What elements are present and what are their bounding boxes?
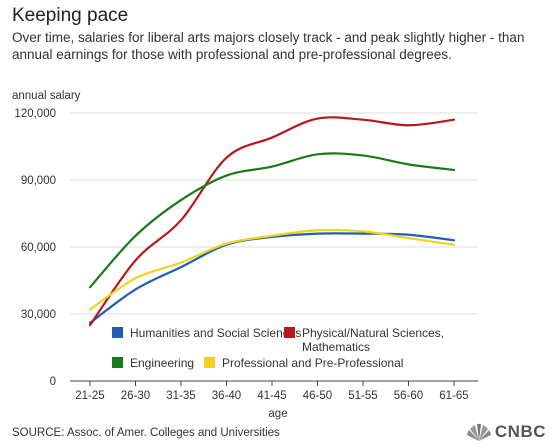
grid-lines — [70, 112, 478, 382]
series-line-3 — [88, 228, 456, 311]
legend-item: Humanities and Social Sciences — [112, 326, 301, 340]
legend-label: Physical/Natural Sciences, — [302, 326, 444, 340]
y-tick-label: 30,000 — [21, 309, 56, 321]
legend-swatch — [112, 357, 123, 368]
y-tick-label: 0 — [50, 376, 56, 388]
legend: Humanities and Social Sciences Physical/N… — [112, 326, 444, 370]
legend-label: Professional and Pre-Professional — [222, 356, 403, 370]
series-line-0 — [88, 232, 456, 325]
legend-swatch — [204, 357, 215, 368]
y-axis-label: annual salary — [12, 90, 81, 102]
x-tick-label: 36-40 — [212, 390, 241, 402]
cnbc-logo: CNBC — [466, 420, 546, 444]
y-tick-label: 90,000 — [21, 175, 56, 187]
x-tick-label: 61-65 — [439, 390, 468, 402]
x-tick-labels: 21-25 26-30 31-35 36-40 41-45 46-50 51-55 56-60… — [75, 381, 469, 402]
logo-text: CNBC — [494, 422, 546, 441]
chart-subtitle: Over time, salaries for liberal arts maj… — [12, 30, 525, 62]
y-tick-label: 120,000 — [14, 108, 56, 120]
legend-label: Engineering — [130, 356, 194, 370]
nbc-peacock-icon — [466, 423, 491, 441]
series-lines — [88, 116, 456, 327]
x-tick-label: 21-25 — [75, 390, 104, 402]
x-tick-label: 51-55 — [348, 390, 377, 402]
x-tick-label: 41-45 — [257, 390, 286, 402]
x-axis-label: age — [268, 408, 287, 420]
series-line-1 — [88, 116, 456, 327]
legend-label: Humanities and Social Sciences — [130, 326, 301, 340]
legend-swatch — [284, 327, 295, 338]
legend-item: Engineering — [112, 356, 194, 370]
legend-item: Professional and Pre-Professional — [204, 356, 403, 370]
x-tick-label: 46-50 — [303, 390, 332, 402]
x-tick-label: 56-60 — [394, 390, 423, 402]
legend-label: Mathematics — [302, 340, 370, 354]
series-line-2 — [88, 152, 456, 289]
chart-title: Keeping pace — [12, 5, 129, 26]
x-tick-label: 26-30 — [121, 390, 150, 402]
y-tick-label: 60,000 — [21, 242, 56, 254]
legend-swatch — [112, 327, 123, 338]
legend-item: Physical/Natural Sciences,Mathematics — [284, 326, 444, 354]
line-chart: 0 30,000 60,000 90,000 120,000 21-25 26-30 31-… — [14, 108, 478, 420]
source-note: SOURCE: Assoc. of Amer. Colleges and Uni… — [12, 427, 280, 439]
x-tick-label: 31-35 — [166, 390, 195, 402]
y-tick-labels: 0 30,000 60,000 90,000 120,000 — [14, 108, 56, 388]
